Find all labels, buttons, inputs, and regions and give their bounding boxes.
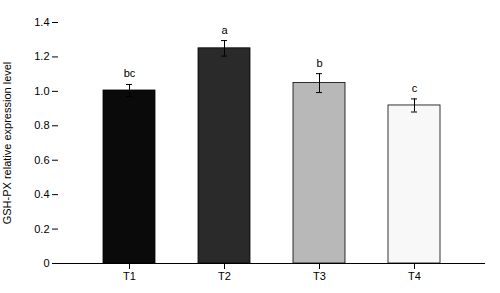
svg-text:0.8: 0.8 [34, 119, 49, 131]
svg-text:T3: T3 [313, 270, 326, 282]
svg-text:1.0: 1.0 [34, 85, 49, 97]
svg-text:1.2: 1.2 [34, 50, 49, 62]
svg-text:0.4: 0.4 [34, 188, 49, 200]
svg-text:T1: T1 [123, 270, 136, 282]
svg-text:0.6: 0.6 [34, 154, 49, 166]
svg-text:b: b [316, 57, 322, 69]
svg-text:GSH-PX relative expression lev: GSH-PX relative expression level [1, 62, 13, 225]
svg-text:1.4: 1.4 [34, 16, 49, 28]
svg-text:0.2: 0.2 [34, 223, 49, 235]
svg-text:T4: T4 [408, 270, 421, 282]
svg-text:a: a [221, 24, 228, 36]
svg-text:T2: T2 [218, 270, 231, 282]
svg-text:0: 0 [43, 257, 49, 269]
svg-text:bc: bc [124, 67, 136, 79]
svg-text:c: c [412, 82, 418, 94]
